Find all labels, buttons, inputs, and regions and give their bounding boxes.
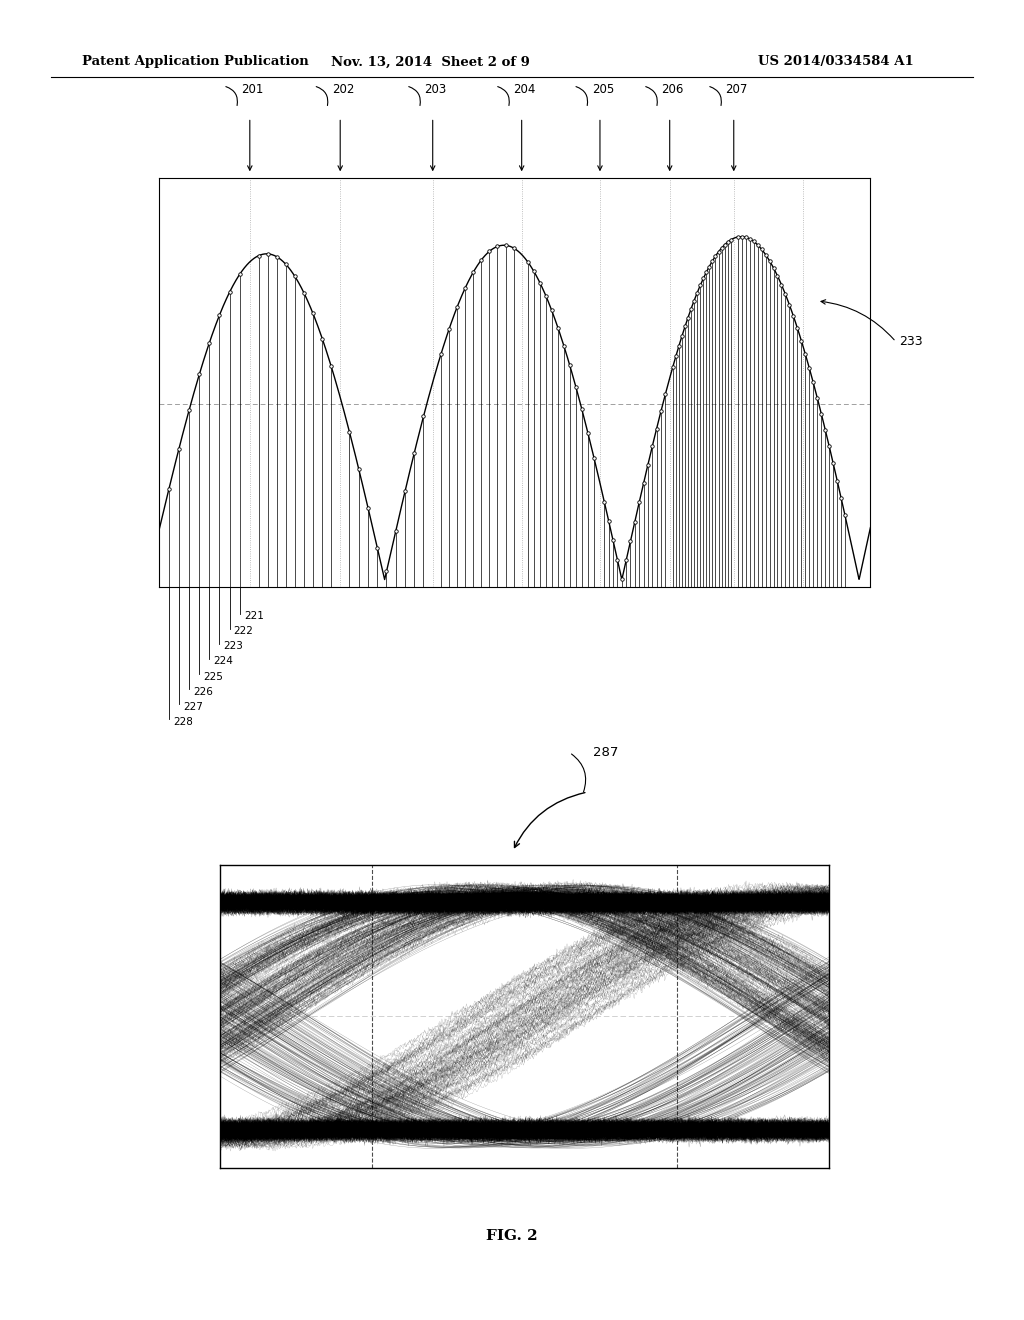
Text: 287: 287 bbox=[593, 746, 618, 759]
Text: Nov. 13, 2014  Sheet 2 of 9: Nov. 13, 2014 Sheet 2 of 9 bbox=[331, 55, 529, 69]
Text: 223: 223 bbox=[223, 642, 244, 651]
Text: 226: 226 bbox=[194, 686, 213, 697]
Text: 227: 227 bbox=[183, 702, 203, 711]
Text: 201: 201 bbox=[242, 83, 264, 96]
Text: 222: 222 bbox=[233, 626, 254, 636]
Text: 203: 203 bbox=[425, 83, 446, 96]
Text: 228: 228 bbox=[173, 717, 193, 727]
Text: FIG. 2: FIG. 2 bbox=[486, 1229, 538, 1243]
Text: US 2014/0334584 A1: US 2014/0334584 A1 bbox=[758, 55, 913, 69]
Text: 204: 204 bbox=[513, 83, 536, 96]
Text: 224: 224 bbox=[213, 656, 233, 667]
Text: 207: 207 bbox=[726, 83, 748, 96]
Text: 221: 221 bbox=[244, 611, 263, 622]
Text: 202: 202 bbox=[332, 83, 354, 96]
Text: 225: 225 bbox=[204, 672, 223, 681]
Text: Patent Application Publication: Patent Application Publication bbox=[82, 55, 308, 69]
Text: 205: 205 bbox=[592, 83, 614, 96]
Text: 233: 233 bbox=[899, 335, 923, 348]
Text: 206: 206 bbox=[662, 83, 684, 96]
